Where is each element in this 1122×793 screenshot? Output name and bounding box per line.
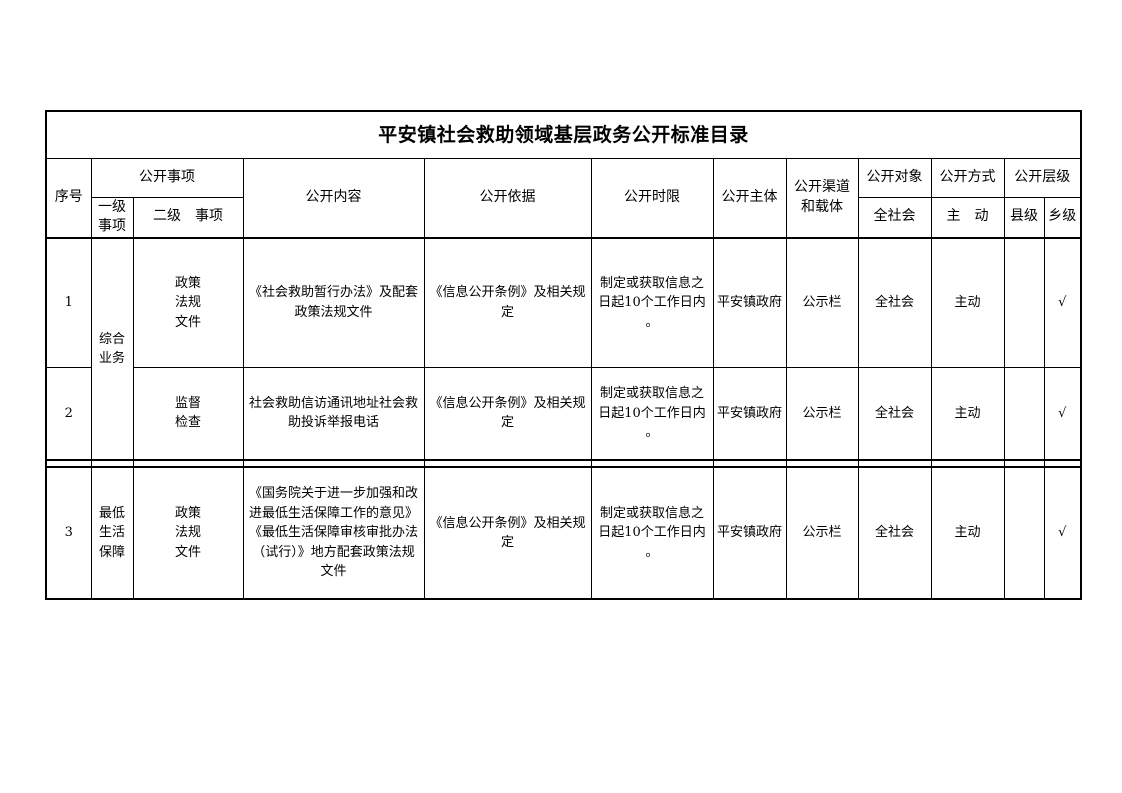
cell-content: 社会救助信访通讯地址社会救 助投诉举报电话 xyxy=(242,366,425,461)
col-header-method-group: 公开方式 xyxy=(930,157,1005,198)
cell-county xyxy=(1003,466,1045,600)
spacer-cell xyxy=(423,459,592,468)
cell-subject: 平安镇政府 xyxy=(712,466,787,600)
cell-basis: 《信息公开条例》及相关规 定 xyxy=(423,366,592,461)
cell-time-limit: 制定或获取信息之 日起10个工作日内 。 xyxy=(590,466,714,600)
header-row-top: 序号 公开事项 公开内容 公开依据 公开时限 公开主体 公开渠道 和载体 公开对… xyxy=(45,157,1082,239)
cell-level1: 综合 业务 xyxy=(90,237,134,461)
cell-basis: 《信息公开条例》及相关规 定 xyxy=(423,466,592,600)
col-header-county: 县级 xyxy=(1003,196,1045,239)
table-row: 2 监督 检查 社会救助信访通讯地址社会救 助投诉举报电话 《信息公开条例》及相… xyxy=(45,366,1082,461)
disclosure-standards-table: 平安镇社会救助领域基层政务公开标准目录 序号 公开事项 公开内容 公开依据 公开… xyxy=(45,110,1083,600)
spacer-row xyxy=(45,459,1082,468)
spacer-cell xyxy=(1003,459,1045,468)
cell-township-checkmark: √ xyxy=(1043,237,1082,368)
spacer-cell xyxy=(930,459,1005,468)
col-header-item-group: 公开事项 xyxy=(90,157,244,198)
cell-seq: 2 xyxy=(45,366,92,461)
page-title: 平安镇社会救助领域基层政务公开标准目录 xyxy=(45,110,1082,159)
cell-basis: 《信息公开条例》及相关规 定 xyxy=(423,237,592,368)
cell-level2: 监督 检查 xyxy=(132,366,244,461)
cell-channel: 公示栏 xyxy=(785,237,859,368)
col-header-target-group: 公开对象 xyxy=(857,157,932,198)
spacer-cell xyxy=(242,459,425,468)
spacer-cell xyxy=(785,459,859,468)
col-header-level-group: 公开层级 xyxy=(1003,157,1082,198)
cell-content: 《国务院关于进一步加强和改 进最低生活保障工作的意见》 《最低生活保障审核审批办… xyxy=(242,466,425,600)
col-header-level2: 二级 事项 xyxy=(132,196,244,239)
col-header-method: 主 动 xyxy=(930,196,1005,239)
title-row: 平安镇社会救助领域基层政务公开标准目录 xyxy=(45,110,1082,159)
col-header-seq: 序号 xyxy=(45,157,92,239)
col-header-channel: 公开渠道 和载体 xyxy=(785,157,859,239)
cell-target: 全社会 xyxy=(857,466,932,600)
cell-method: 主动 xyxy=(930,466,1005,600)
spacer-cell xyxy=(1043,459,1082,468)
cell-county xyxy=(1003,237,1045,368)
cell-level2: 政策 法规 文件 xyxy=(132,237,244,368)
col-header-level1: 一级 事项 xyxy=(90,196,134,239)
cell-county xyxy=(1003,366,1045,461)
spacer-cell xyxy=(45,459,92,468)
cell-seq: 3 xyxy=(45,466,92,600)
cell-seq: 1 xyxy=(45,237,92,368)
cell-township-checkmark: √ xyxy=(1043,466,1082,600)
col-header-time-limit: 公开时限 xyxy=(590,157,714,239)
col-header-basis: 公开依据 xyxy=(423,157,592,239)
spacer-cell xyxy=(590,459,714,468)
spacer-cell xyxy=(857,459,932,468)
cell-subject: 平安镇政府 xyxy=(712,237,787,368)
cell-level1: 最低 生活 保障 xyxy=(90,466,134,600)
col-header-township: 乡级 xyxy=(1043,196,1082,239)
col-header-content: 公开内容 xyxy=(242,157,425,239)
cell-method: 主动 xyxy=(930,366,1005,461)
spacer-cell xyxy=(132,459,244,468)
col-header-subject: 公开主体 xyxy=(712,157,787,239)
cell-method: 主动 xyxy=(930,237,1005,368)
cell-subject: 平安镇政府 xyxy=(712,366,787,461)
cell-time-limit: 制定或获取信息之 日起10个工作日内 。 xyxy=(590,366,714,461)
cell-channel: 公示栏 xyxy=(785,366,859,461)
table-row: 1 综合 业务 政策 法规 文件 《社会救助暂行办法》及配套 政策法规文件 《信… xyxy=(45,237,1082,461)
table-row: 3 最低 生活 保障 政策 法规 文件 《国务院关于进一步加强和改 进最低生活保… xyxy=(45,466,1082,600)
cell-target: 全社会 xyxy=(857,366,932,461)
spacer-cell xyxy=(712,459,787,468)
cell-target: 全社会 xyxy=(857,237,932,368)
cell-township-checkmark: √ xyxy=(1043,366,1082,461)
document-page: 平安镇社会救助领域基层政务公开标准目录 序号 公开事项 公开内容 公开依据 公开… xyxy=(45,110,1083,600)
cell-level2: 政策 法规 文件 xyxy=(132,466,244,600)
spacer-cell xyxy=(90,459,134,468)
header-row-bottom: 一级 事项 二级 事项 全社会 主 动 县级 乡级 xyxy=(46,196,1082,239)
cell-channel: 公示栏 xyxy=(785,466,859,600)
cell-content: 《社会救助暂行办法》及配套 政策法规文件 xyxy=(242,237,425,368)
cell-time-limit: 制定或获取信息之 日起10个工作日内 。 xyxy=(590,237,714,368)
col-header-target: 全社会 xyxy=(857,196,932,239)
